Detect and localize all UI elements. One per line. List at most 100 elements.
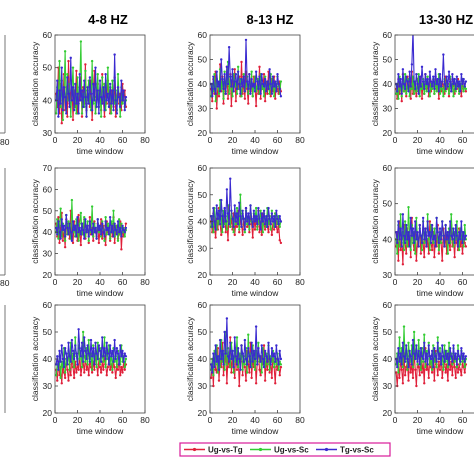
- y-tick-label: 30: [383, 270, 393, 280]
- data-point-ug-vs-sc: [112, 209, 115, 212]
- data-point-tg-vs-sc: [276, 73, 279, 76]
- data-point-tg-vs-sc: [236, 70, 240, 73]
- data-point-ug-vs-sc: [63, 50, 67, 53]
- data-point-tg-vs-sc: [247, 347, 250, 350]
- data-point-ug-vs-tg: [222, 374, 225, 377]
- data-point-tg-vs-sc: [252, 209, 256, 212]
- data-point-tg-vs-sc: [124, 226, 128, 230]
- data-point-ug-vs-sc: [68, 368, 71, 371]
- data-point-ug-vs-sc: [428, 248, 432, 252]
- data-point-ug-vs-tg: [418, 374, 421, 377]
- data-point-ug-vs-sc: [81, 330, 85, 334]
- data-point-tg-vs-sc: [215, 70, 218, 73]
- x-tick-label: 40: [250, 135, 260, 145]
- x-axis-label: time window: [232, 288, 280, 298]
- legend-label-ug-vs-tg: Ug-vs-Tg: [208, 446, 243, 455]
- data-point-ug-vs-sc: [454, 90, 457, 93]
- data-point-ug-vs-sc: [104, 216, 107, 219]
- y-tick-label: 50: [43, 63, 53, 73]
- data-point-tg-vs-sc: [267, 206, 270, 210]
- data-point-tg-vs-sc: [462, 77, 465, 81]
- data-point-tg-vs-sc: [430, 349, 434, 353]
- data-point-ug-vs-sc: [229, 225, 232, 229]
- data-point-ug-vs-sc: [59, 207, 62, 210]
- data-point-ug-vs-sc: [116, 73, 120, 76]
- data-point-tg-vs-sc: [400, 92, 403, 96]
- data-point-tg-vs-sc: [68, 222, 71, 225]
- data-point-tg-vs-sc: [257, 347, 260, 350]
- data-point-tg-vs-sc: [62, 224, 66, 227]
- data-point-tg-vs-sc: [434, 68, 437, 71]
- data-point-tg-vs-sc: [102, 355, 105, 358]
- data-point-tg-vs-sc: [70, 99, 74, 102]
- data-point-tg-vs-sc: [238, 357, 241, 361]
- legend-label-ug-vs-sc: Ug-vs-Sc: [274, 446, 309, 455]
- data-point-tg-vs-sc: [265, 355, 268, 358]
- data-point-tg-vs-sc: [63, 235, 67, 238]
- x-tick-label: 0: [208, 135, 213, 145]
- y-tick-label: 40: [383, 234, 393, 244]
- data-point-tg-vs-sc: [405, 344, 408, 347]
- data-point-tg-vs-sc: [442, 355, 445, 358]
- data-point-ug-vs-tg: [67, 59, 70, 63]
- data-point-ug-vs-sc: [402, 248, 406, 252]
- data-point-tg-vs-sc: [98, 224, 102, 227]
- data-point-tg-vs-sc: [254, 214, 258, 218]
- data-point-ug-vs-sc: [223, 368, 226, 371]
- data-point-tg-vs-sc: [403, 360, 407, 363]
- data-point-tg-vs-sc: [257, 206, 260, 210]
- data-point-tg-vs-sc: [114, 228, 117, 232]
- data-point-ug-vs-tg: [266, 368, 269, 371]
- data-point-ug-vs-sc: [214, 99, 217, 103]
- data-point-tg-vs-sc: [105, 341, 108, 344]
- data-point-ug-vs-tg: [461, 252, 464, 255]
- data-point-ug-vs-sc: [240, 95, 243, 98]
- data-point-tg-vs-sc: [85, 231, 88, 234]
- data-point-tg-vs-sc: [224, 352, 227, 355]
- data-point-tg-vs-sc: [454, 223, 457, 227]
- data-point-ug-vs-tg: [93, 220, 96, 223]
- data-point-ug-vs-tg: [57, 216, 60, 219]
- data-point-ug-vs-sc: [432, 344, 435, 347]
- data-point-ug-vs-sc: [90, 59, 94, 63]
- data-point-ug-vs-sc: [231, 95, 234, 98]
- data-point-tg-vs-sc: [262, 365, 266, 369]
- data-point-tg-vs-sc: [78, 73, 81, 76]
- data-point-tg-vs-sc: [213, 87, 216, 91]
- data-point-tg-vs-sc: [402, 234, 406, 237]
- data-point-tg-vs-sc: [72, 357, 76, 361]
- data-point-ug-vs-sc: [399, 213, 402, 216]
- data-point-ug-vs-tg: [243, 97, 247, 100]
- data-point-ug-vs-sc: [263, 75, 267, 78]
- data-point-tg-vs-sc: [464, 234, 468, 237]
- data-point-ug-vs-tg: [405, 252, 408, 255]
- data-point-ug-vs-sc: [251, 95, 254, 98]
- data-point-ug-vs-tg: [248, 371, 251, 374]
- legend-marker-tg-vs-sc: [324, 447, 329, 452]
- data-point-tg-vs-sc: [106, 352, 110, 355]
- data-point-ug-vs-sc: [406, 245, 409, 248]
- data-point-ug-vs-sc: [70, 198, 74, 202]
- data-point-ug-vs-tg: [451, 374, 454, 377]
- data-point-ug-vs-tg: [83, 371, 86, 374]
- data-point-tg-vs-sc: [260, 344, 263, 347]
- data-point-ug-vs-sc: [463, 365, 466, 369]
- data-point-tg-vs-sc: [405, 75, 408, 78]
- data-point-ug-vs-tg: [75, 69, 78, 73]
- y-axis-label: classification accuracy: [30, 41, 40, 126]
- data-point-ug-vs-sc: [433, 92, 436, 96]
- data-point-tg-vs-sc: [96, 89, 99, 92]
- data-point-tg-vs-sc: [257, 87, 260, 91]
- data-point-tg-vs-sc: [60, 66, 63, 69]
- data-point-tg-vs-sc: [435, 360, 438, 363]
- x-axis-label: time window: [77, 426, 125, 436]
- data-point-tg-vs-sc: [99, 233, 103, 236]
- series-group: [395, 325, 468, 388]
- data-point-tg-vs-sc: [256, 363, 259, 366]
- data-point-ug-vs-tg: [464, 245, 468, 248]
- data-point-ug-vs-sc: [441, 87, 444, 91]
- data-point-tg-vs-sc: [253, 90, 257, 93]
- column-title-8-13: 8-13 HZ: [247, 12, 294, 27]
- y-tick-label: 30: [198, 104, 208, 114]
- data-point-tg-vs-sc: [87, 235, 90, 238]
